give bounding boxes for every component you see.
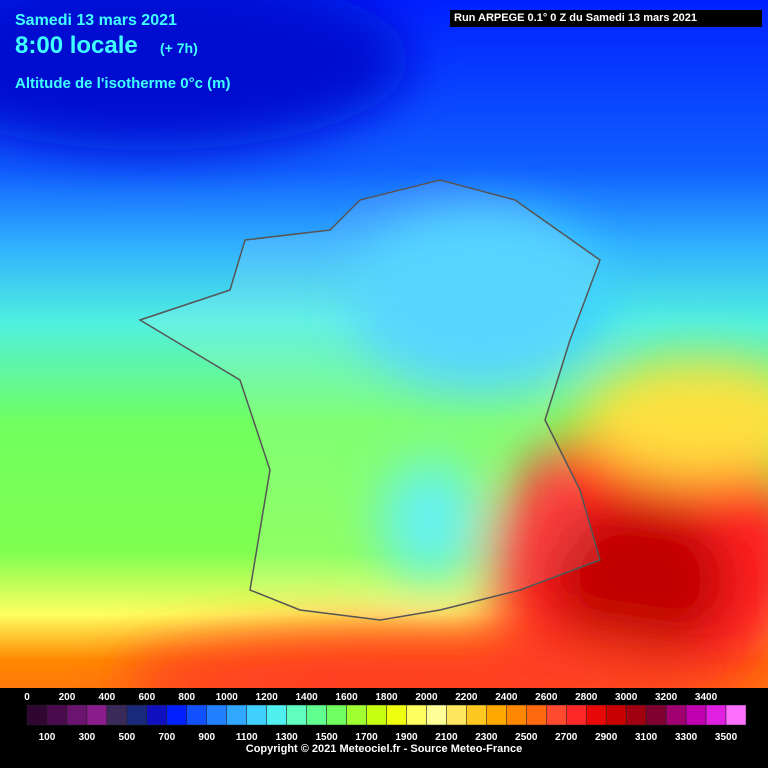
- legend-label: 2300: [475, 732, 498, 743]
- parameter: Altitude de l'isotherme 0°c (m): [15, 75, 231, 92]
- date: Samedi 13 mars 2021: [15, 12, 177, 29]
- legend-swatch: [446, 704, 467, 726]
- legend-swatch: [206, 704, 227, 726]
- legend-label: 2400: [495, 692, 518, 703]
- legend-swatch: [426, 704, 447, 726]
- legend-swatch: [226, 704, 247, 726]
- legend-label: 2600: [535, 692, 558, 703]
- legend-swatch: [166, 704, 188, 726]
- legend-swatch: [346, 704, 367, 726]
- legend-swatch: [106, 704, 128, 726]
- legend-swatch: [566, 704, 587, 726]
- legend-label: 1000: [216, 692, 239, 703]
- legend-swatch: [486, 704, 507, 726]
- legend-swatch: [705, 704, 727, 726]
- legend-swatch: [605, 704, 627, 726]
- legend-label: 3100: [635, 732, 658, 743]
- legend-swatch: [66, 704, 88, 726]
- legend: 0 100 200 300 400 500 600 700 800 900 1000 1100 1200…: [24, 692, 747, 743]
- legend-swatch: [86, 704, 108, 726]
- legend-label: 1800: [375, 692, 398, 703]
- legend-label: 2000: [415, 692, 438, 703]
- legend-swatch: [46, 704, 68, 726]
- legend-swatch: [546, 704, 567, 726]
- run-info: Run ARPEGE 0.1° 0 Z du Samedi 13 mars 20…: [450, 10, 762, 27]
- legend-label: 0: [24, 692, 30, 703]
- legend-label: 1700: [355, 732, 378, 743]
- legend-swatch: [26, 704, 48, 726]
- legend-label: 1500: [315, 732, 338, 743]
- legend-swatch: [286, 704, 307, 726]
- legend-label: 1400: [295, 692, 318, 703]
- legend-label: 400: [99, 692, 116, 703]
- copyright: Copyright © 2021 Meteociel.fr - Source M…: [245, 743, 523, 755]
- legend-label: 500: [119, 732, 136, 743]
- legend-swatch: [466, 704, 487, 726]
- legend-swatch: [645, 704, 667, 726]
- offset: (+ 7h): [160, 40, 198, 56]
- legend-label: 1200: [256, 692, 279, 703]
- legend-swatch: [685, 704, 707, 726]
- legend-label: 100: [39, 732, 56, 743]
- legend-swatch: [406, 704, 427, 726]
- legend-swatch: [366, 704, 387, 726]
- time: 8:00 locale: [15, 32, 138, 59]
- legend-label: 3400: [695, 692, 718, 703]
- legend-label: 3300: [675, 732, 698, 743]
- legend-swatch: [725, 704, 747, 726]
- legend-swatch: [186, 704, 207, 726]
- legend-swatch: [266, 704, 287, 726]
- legend-label: 1300: [276, 732, 299, 743]
- legend-swatch: [665, 704, 687, 726]
- legend-label: 1600: [335, 692, 358, 703]
- legend-label: 2800: [575, 692, 598, 703]
- legend-label: 2200: [455, 692, 478, 703]
- legend-label: 600: [138, 692, 155, 703]
- legend-swatch: [386, 704, 407, 726]
- legend-label: 3000: [615, 692, 638, 703]
- legend-swatch: [246, 704, 267, 726]
- legend-swatch: [126, 704, 148, 726]
- legend-swatch: [146, 704, 168, 726]
- legend-label: 800: [178, 692, 195, 703]
- legend-label: 1100: [236, 732, 258, 743]
- legend-label: 900: [198, 732, 215, 743]
- legend-swatch: [506, 704, 527, 726]
- legend-label: 200: [59, 692, 76, 703]
- legend-label: 2700: [555, 732, 578, 743]
- legend-label: 700: [158, 732, 175, 743]
- legend-label: 2100: [435, 732, 458, 743]
- legend-label: 1900: [395, 732, 418, 743]
- legend-label: 3200: [655, 692, 678, 703]
- legend-swatch: [585, 704, 607, 726]
- legend-swatch: [326, 704, 347, 726]
- legend-label: 2900: [595, 732, 618, 743]
- legend-swatch: [625, 704, 647, 726]
- legend-swatch: [526, 704, 547, 726]
- legend-swatch: [306, 704, 327, 726]
- legend-label: 3500: [715, 732, 738, 743]
- legend-label: 300: [79, 732, 96, 743]
- legend-label: 2500: [515, 732, 538, 743]
